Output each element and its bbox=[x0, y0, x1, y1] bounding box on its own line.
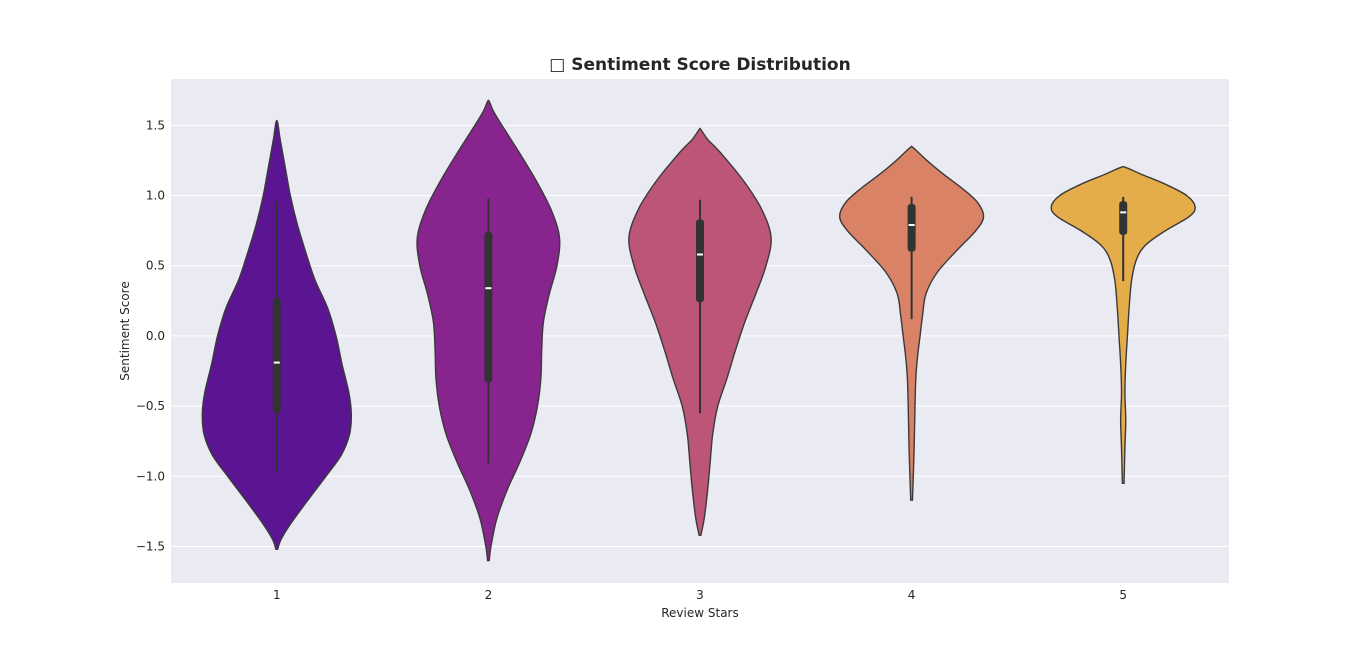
violin-iqr-box-1 bbox=[272, 298, 281, 414]
y-tick-label: 0.0 bbox=[146, 329, 165, 343]
y-axis-label: Sentiment Score bbox=[118, 281, 132, 380]
violin-iqr-box-2 bbox=[484, 232, 493, 383]
x-tick-label: 4 bbox=[908, 588, 916, 602]
x-tick-label: 3 bbox=[696, 588, 704, 602]
y-tick-label: 1.0 bbox=[146, 189, 165, 203]
x-axis-label: Review Stars bbox=[661, 606, 739, 620]
x-tick-label: 1 bbox=[273, 588, 281, 602]
x-tick-label: 2 bbox=[485, 588, 493, 602]
violin-body-5 bbox=[1050, 165, 1196, 485]
y-tick-label: −1.5 bbox=[136, 539, 165, 553]
violin-iqr-box-3 bbox=[696, 219, 704, 303]
violins bbox=[201, 99, 1196, 562]
y-tick-label: −1.0 bbox=[136, 469, 165, 483]
violin-iqr-box-5 bbox=[1119, 201, 1128, 235]
chart-title: □ Sentiment Score Distribution bbox=[549, 55, 850, 75]
x-tick-labels: 1 2 3 4 5 bbox=[273, 588, 1127, 602]
y-tick-labels: −1.5 −1.0 −0.5 0.0 0.5 1.0 1.5 bbox=[136, 118, 165, 553]
x-tick-label: 5 bbox=[1119, 588, 1127, 602]
violin-body-4 bbox=[838, 145, 985, 501]
y-tick-label: −0.5 bbox=[136, 399, 165, 413]
violin-iqr-box-4 bbox=[907, 203, 916, 252]
y-tick-label: 0.5 bbox=[146, 259, 165, 273]
y-tick-label: 1.5 bbox=[146, 118, 165, 132]
